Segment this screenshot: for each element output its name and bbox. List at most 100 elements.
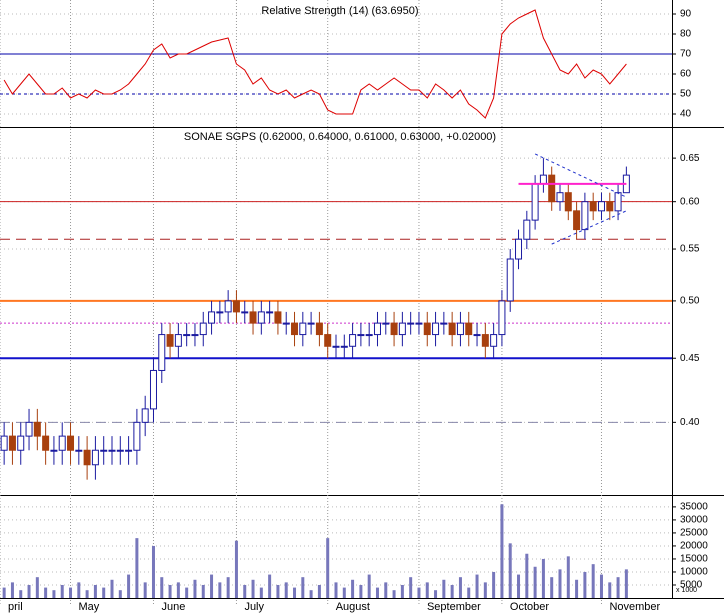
- volume-bar: [77, 582, 81, 598]
- volume-bar: [483, 582, 487, 598]
- volume-bar: [550, 577, 554, 598]
- x-tick-label: May: [79, 601, 100, 613]
- volume-bar: [367, 574, 371, 598]
- candle-body: [415, 322, 423, 325]
- volume-bar: [500, 504, 504, 598]
- volume-bar: [234, 540, 238, 598]
- candle-body: [174, 334, 182, 347]
- candle-body: [332, 345, 340, 348]
- candle-body: [42, 435, 50, 451]
- volume-bar: [176, 582, 180, 598]
- candle-body: [75, 449, 83, 452]
- y-tick-label: 50: [680, 89, 692, 100]
- candle-body: [141, 408, 149, 423]
- volume-bar: [160, 577, 164, 598]
- volume-bar: [533, 566, 537, 598]
- candle-body: [357, 334, 365, 337]
- volume-bar: [583, 571, 587, 598]
- volume-bar: [102, 587, 106, 598]
- y-tick-label: 0.65: [680, 153, 700, 164]
- candle-body: [266, 311, 274, 314]
- candle-body: [398, 322, 406, 336]
- volume-bar: [434, 590, 438, 598]
- y-tick-label: 30000: [680, 515, 708, 526]
- candle-body: [498, 300, 506, 336]
- volume-bar: [85, 590, 89, 598]
- y-tick-label: 70: [680, 49, 692, 60]
- candle-body: [589, 201, 597, 212]
- volume-bar: [450, 584, 454, 598]
- x-tick-label: pril: [8, 601, 23, 613]
- volume-bar: [525, 553, 529, 598]
- candle-body: [597, 201, 605, 212]
- volume-bar: [558, 569, 562, 598]
- candle-body: [531, 183, 539, 221]
- volume-bar: [52, 590, 56, 598]
- candle-body: [307, 322, 315, 325]
- volume-bar: [218, 582, 222, 598]
- volume-bar: [293, 587, 297, 598]
- volume-bar: [27, 584, 31, 598]
- volume-bar: [243, 584, 247, 598]
- volume-bar: [168, 584, 172, 598]
- volume-bar: [334, 582, 338, 598]
- candle-body: [432, 322, 440, 336]
- volume-bar: [409, 577, 413, 598]
- volume-bar: [127, 574, 131, 598]
- volume-bar: [259, 587, 263, 598]
- y-tick-label: 35000: [680, 502, 708, 513]
- x-tick-label: November: [609, 601, 660, 613]
- volume-bar: [425, 582, 429, 598]
- candle-body: [91, 449, 99, 466]
- candle-body: [324, 334, 332, 347]
- candle-body: [166, 334, 174, 347]
- volume-bar: [143, 582, 147, 598]
- volume-bar: [35, 577, 39, 598]
- candle-body: [523, 219, 531, 240]
- candle-body: [257, 311, 265, 324]
- chart-title: Relative Strength (14) (63.6950): [261, 5, 418, 17]
- volume-bar: [110, 579, 114, 598]
- y-tick-label: 10000: [680, 567, 708, 578]
- candle-body: [456, 322, 464, 336]
- volume-bar: [284, 582, 288, 598]
- candle-body: [556, 192, 564, 203]
- volume-bar: [458, 577, 462, 598]
- volume-bar: [2, 587, 6, 598]
- candle-body: [33, 421, 41, 437]
- candle-body: [191, 334, 199, 337]
- candle-body: [25, 421, 33, 437]
- candle-body: [440, 322, 448, 325]
- y-tick-label: 15000: [680, 554, 708, 565]
- volume-bar: [226, 577, 230, 598]
- candle-body: [515, 238, 523, 260]
- candle-body: [473, 334, 481, 337]
- axis-label: x 1000: [676, 587, 697, 594]
- trend-line: [534, 153, 627, 198]
- volume-bar: [591, 564, 595, 598]
- volume-bar: [193, 579, 197, 598]
- volume-bar: [268, 574, 272, 598]
- volume-bar: [185, 587, 189, 598]
- volume-bar: [93, 584, 97, 598]
- volume-bar: [135, 538, 139, 598]
- volume-bar: [616, 577, 620, 598]
- candle-body: [299, 322, 307, 336]
- volume-bar: [566, 556, 570, 598]
- volume-bar: [251, 579, 255, 598]
- volume-bar: [624, 569, 628, 598]
- y-tick-label: 0.50: [680, 296, 700, 307]
- candle-body: [340, 345, 348, 348]
- volume-bar: [317, 584, 321, 598]
- candle-body: [274, 311, 282, 324]
- volume-bar: [442, 579, 446, 598]
- volume-bar: [467, 587, 471, 598]
- candle-body: [108, 449, 116, 452]
- volume-bar: [492, 571, 496, 598]
- volume-bar: [351, 579, 355, 598]
- volume-bar: [417, 587, 421, 598]
- volume-bar: [375, 587, 379, 598]
- candle-body: [67, 435, 75, 451]
